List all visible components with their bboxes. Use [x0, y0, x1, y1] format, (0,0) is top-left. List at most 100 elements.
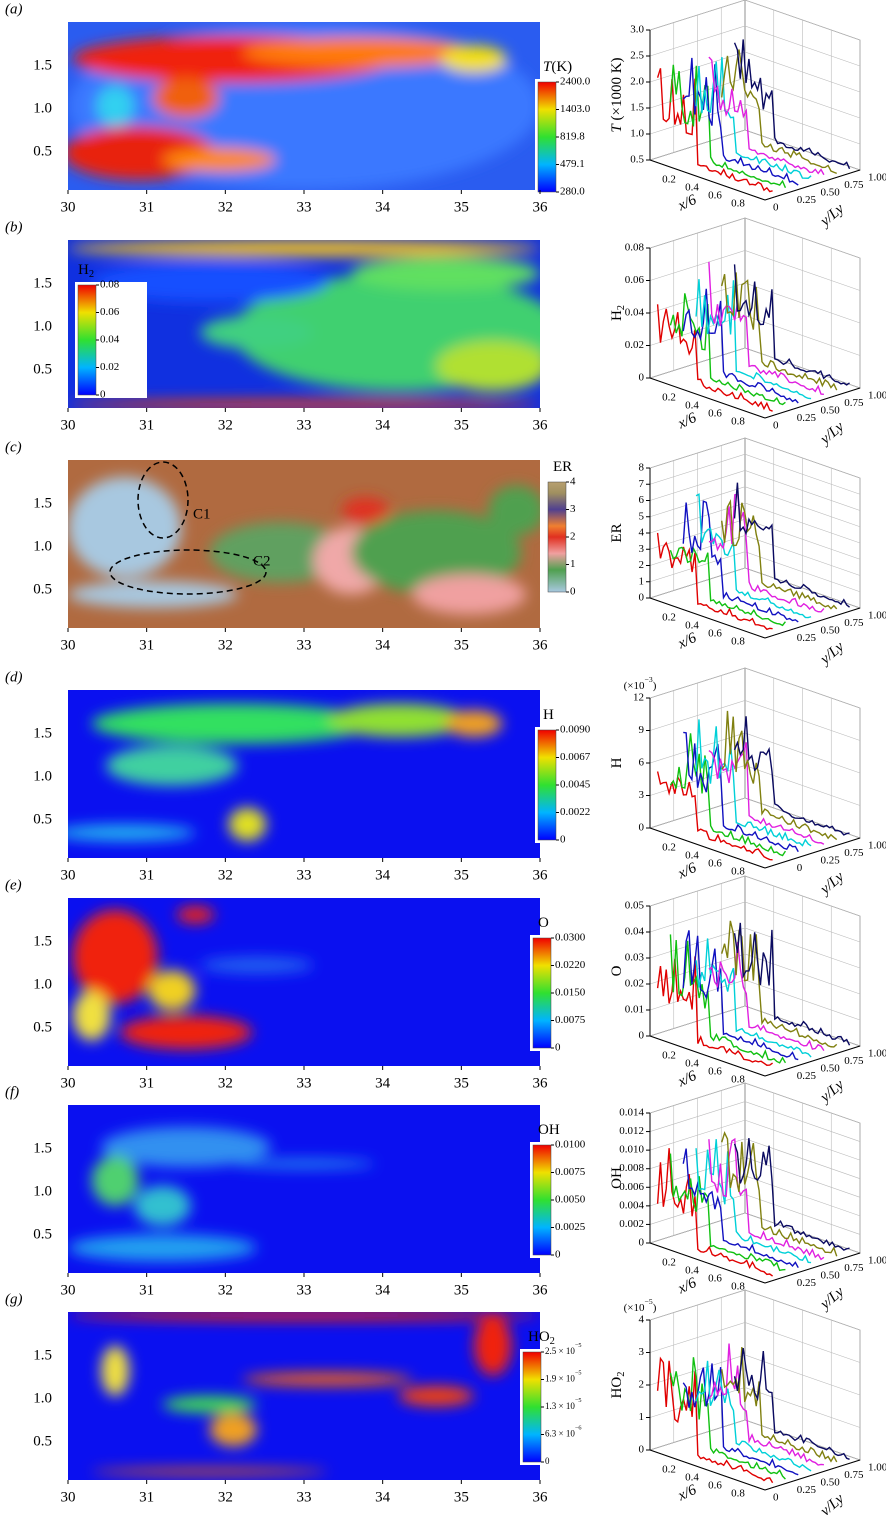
x-tick-label: 35 — [454, 1075, 469, 1091]
y-tick-label: 1.5 — [33, 275, 52, 291]
y3d-axis-label: y/Ly — [816, 639, 848, 669]
y-tick-label: 1.0 — [33, 1183, 52, 1199]
field-blob — [233, 1158, 375, 1169]
field-blobs — [68, 1312, 540, 1475]
profile-line — [695, 57, 812, 179]
x-tick-label: 31 — [139, 1075, 154, 1091]
field-blob — [488, 485, 540, 536]
x3d-tick-label: 0.8 — [731, 1074, 745, 1086]
text-part: ER — [553, 459, 572, 475]
profile-line — [669, 546, 786, 627]
y-tick-label: 1.0 — [33, 1390, 52, 1406]
colorbar-label: 0.0100 — [555, 1139, 586, 1151]
field-blob — [200, 315, 314, 350]
x3d-tick-label: 0.8 — [731, 198, 745, 210]
z-tick-label: 0 — [639, 1444, 645, 1456]
x3d-axis-label: x/6 — [675, 1275, 700, 1298]
field-blob — [91, 261, 328, 303]
z-tick-label: 0 — [639, 372, 645, 384]
text-part: (×10 — [624, 1302, 645, 1314]
grid-line — [649, 551, 861, 593]
text-part: y/Ly — [816, 639, 848, 669]
y-tick-label: 1.5 — [33, 933, 52, 949]
text-part: 2 — [616, 305, 627, 310]
contour-field — [68, 240, 540, 408]
z-tick-label: 1 — [639, 1411, 645, 1423]
z-tick-label: 4 — [639, 527, 645, 539]
plot-3d: 0.5 1.0 1.5 2.0 2.5 3.0 T (×1000 K) 0.2 0.4 0.6 0.… — [609, 0, 886, 231]
grid-line — [649, 1119, 861, 1161]
x-tick-label: 35 — [454, 417, 469, 433]
text-part: T — [543, 59, 553, 75]
z-tick-label: 2 — [639, 1379, 645, 1391]
y3d-tick-label: 0.25 — [797, 1484, 817, 1496]
profile-line — [656, 1356, 774, 1484]
text-part: HO — [528, 1329, 550, 1345]
x-tick-label: 33 — [297, 1075, 312, 1091]
annotation: C2 — [253, 553, 271, 569]
field-blob — [351, 256, 540, 291]
x-tick-label: 34 — [375, 1489, 391, 1505]
x3d-tick-label: 0.8 — [731, 1488, 745, 1500]
x-tick-label: 35 — [454, 867, 469, 883]
profile-line — [669, 934, 787, 1064]
x-axis — [649, 1242, 766, 1284]
contour-plot: C1 C2 ER4 3 2 1 0 — [68, 459, 617, 628]
colorbar-label: 0.0050 — [555, 1194, 586, 1206]
field-blob — [148, 970, 196, 1011]
profile-line — [669, 1153, 786, 1272]
colorbar — [547, 481, 567, 593]
x-tick-label: 35 — [454, 1489, 469, 1505]
y-tick-label: 1.0 — [33, 318, 52, 334]
field-blobs — [72, 906, 314, 1050]
region-marker — [137, 461, 189, 539]
profile-line — [695, 938, 812, 1058]
colorbar-label: 0 — [555, 1249, 561, 1261]
profile-line — [656, 532, 773, 631]
x3d-tick-label: 0.8 — [731, 636, 745, 648]
contour-plot: T(K)2400.0 1403.0 819.8 479.1 280.0 — [68, 22, 607, 198]
panel-label: (a) — [5, 1, 23, 17]
text-part: x/6 — [675, 1275, 700, 1298]
colorbar-label: 2400.0 — [560, 76, 591, 88]
colorbar-label: 0.0150 — [555, 987, 586, 999]
colorbar — [537, 729, 557, 841]
x-tick-label: 34 — [375, 1075, 391, 1091]
profile-line — [682, 930, 799, 1061]
text-part: 6.3 × 10 — [545, 1429, 575, 1439]
contour-plot: H2 0.08 0.06 0.04 0.02 0 — [68, 240, 540, 408]
panel-label: (b) — [5, 219, 23, 235]
z-tick-label: 0.02 — [625, 339, 644, 351]
x-tick-label: 36 — [533, 199, 549, 215]
profile-line — [695, 1360, 812, 1472]
contour-field — [68, 690, 540, 858]
text-part: y/Ly — [816, 1077, 848, 1107]
z-tick-label: 2.5 — [630, 50, 644, 62]
x-tick-label: 32 — [218, 1489, 233, 1505]
grid-line — [649, 486, 861, 528]
grid-line — [649, 1082, 861, 1124]
grid-line — [649, 1354, 861, 1396]
grid-line — [649, 518, 861, 560]
colorbar-title: HO2 — [528, 1329, 555, 1347]
text-part: ) — [653, 680, 657, 692]
panel-label: (d) — [5, 669, 23, 685]
x-tick-label: 36 — [533, 1075, 549, 1091]
field-blob — [327, 703, 470, 738]
panel-label: (f) — [5, 1084, 19, 1100]
y-axis — [764, 607, 861, 639]
z-tick-label: 0.004 — [619, 1199, 644, 1211]
field-blob — [398, 1385, 474, 1407]
grid-line — [649, 1419, 861, 1461]
y3d-tick-label: 0.50 — [821, 405, 841, 417]
x-tick-label: 35 — [454, 637, 469, 653]
colorbar-label: 280.0 — [560, 186, 585, 198]
z-tick-label: 2.0 — [630, 76, 644, 88]
z-axis-label: H — [609, 757, 625, 768]
x3d-axis-label: x/6 — [675, 410, 700, 433]
plot-3d: 0 0.002 0.004 0.006 0.008 0.010 0.012 0.014 OH 0.… — [609, 1082, 886, 1314]
profile-line — [682, 1148, 799, 1269]
text-part: (×1000 K) — [609, 57, 625, 124]
plot-3d: 0 0.01 0.02 0.03 0.04 0.05 O 0.2 0.4 0.6 0.8 x/6 0.2… — [609, 875, 886, 1107]
x3d-tick-label: 0.4 — [685, 1472, 699, 1484]
